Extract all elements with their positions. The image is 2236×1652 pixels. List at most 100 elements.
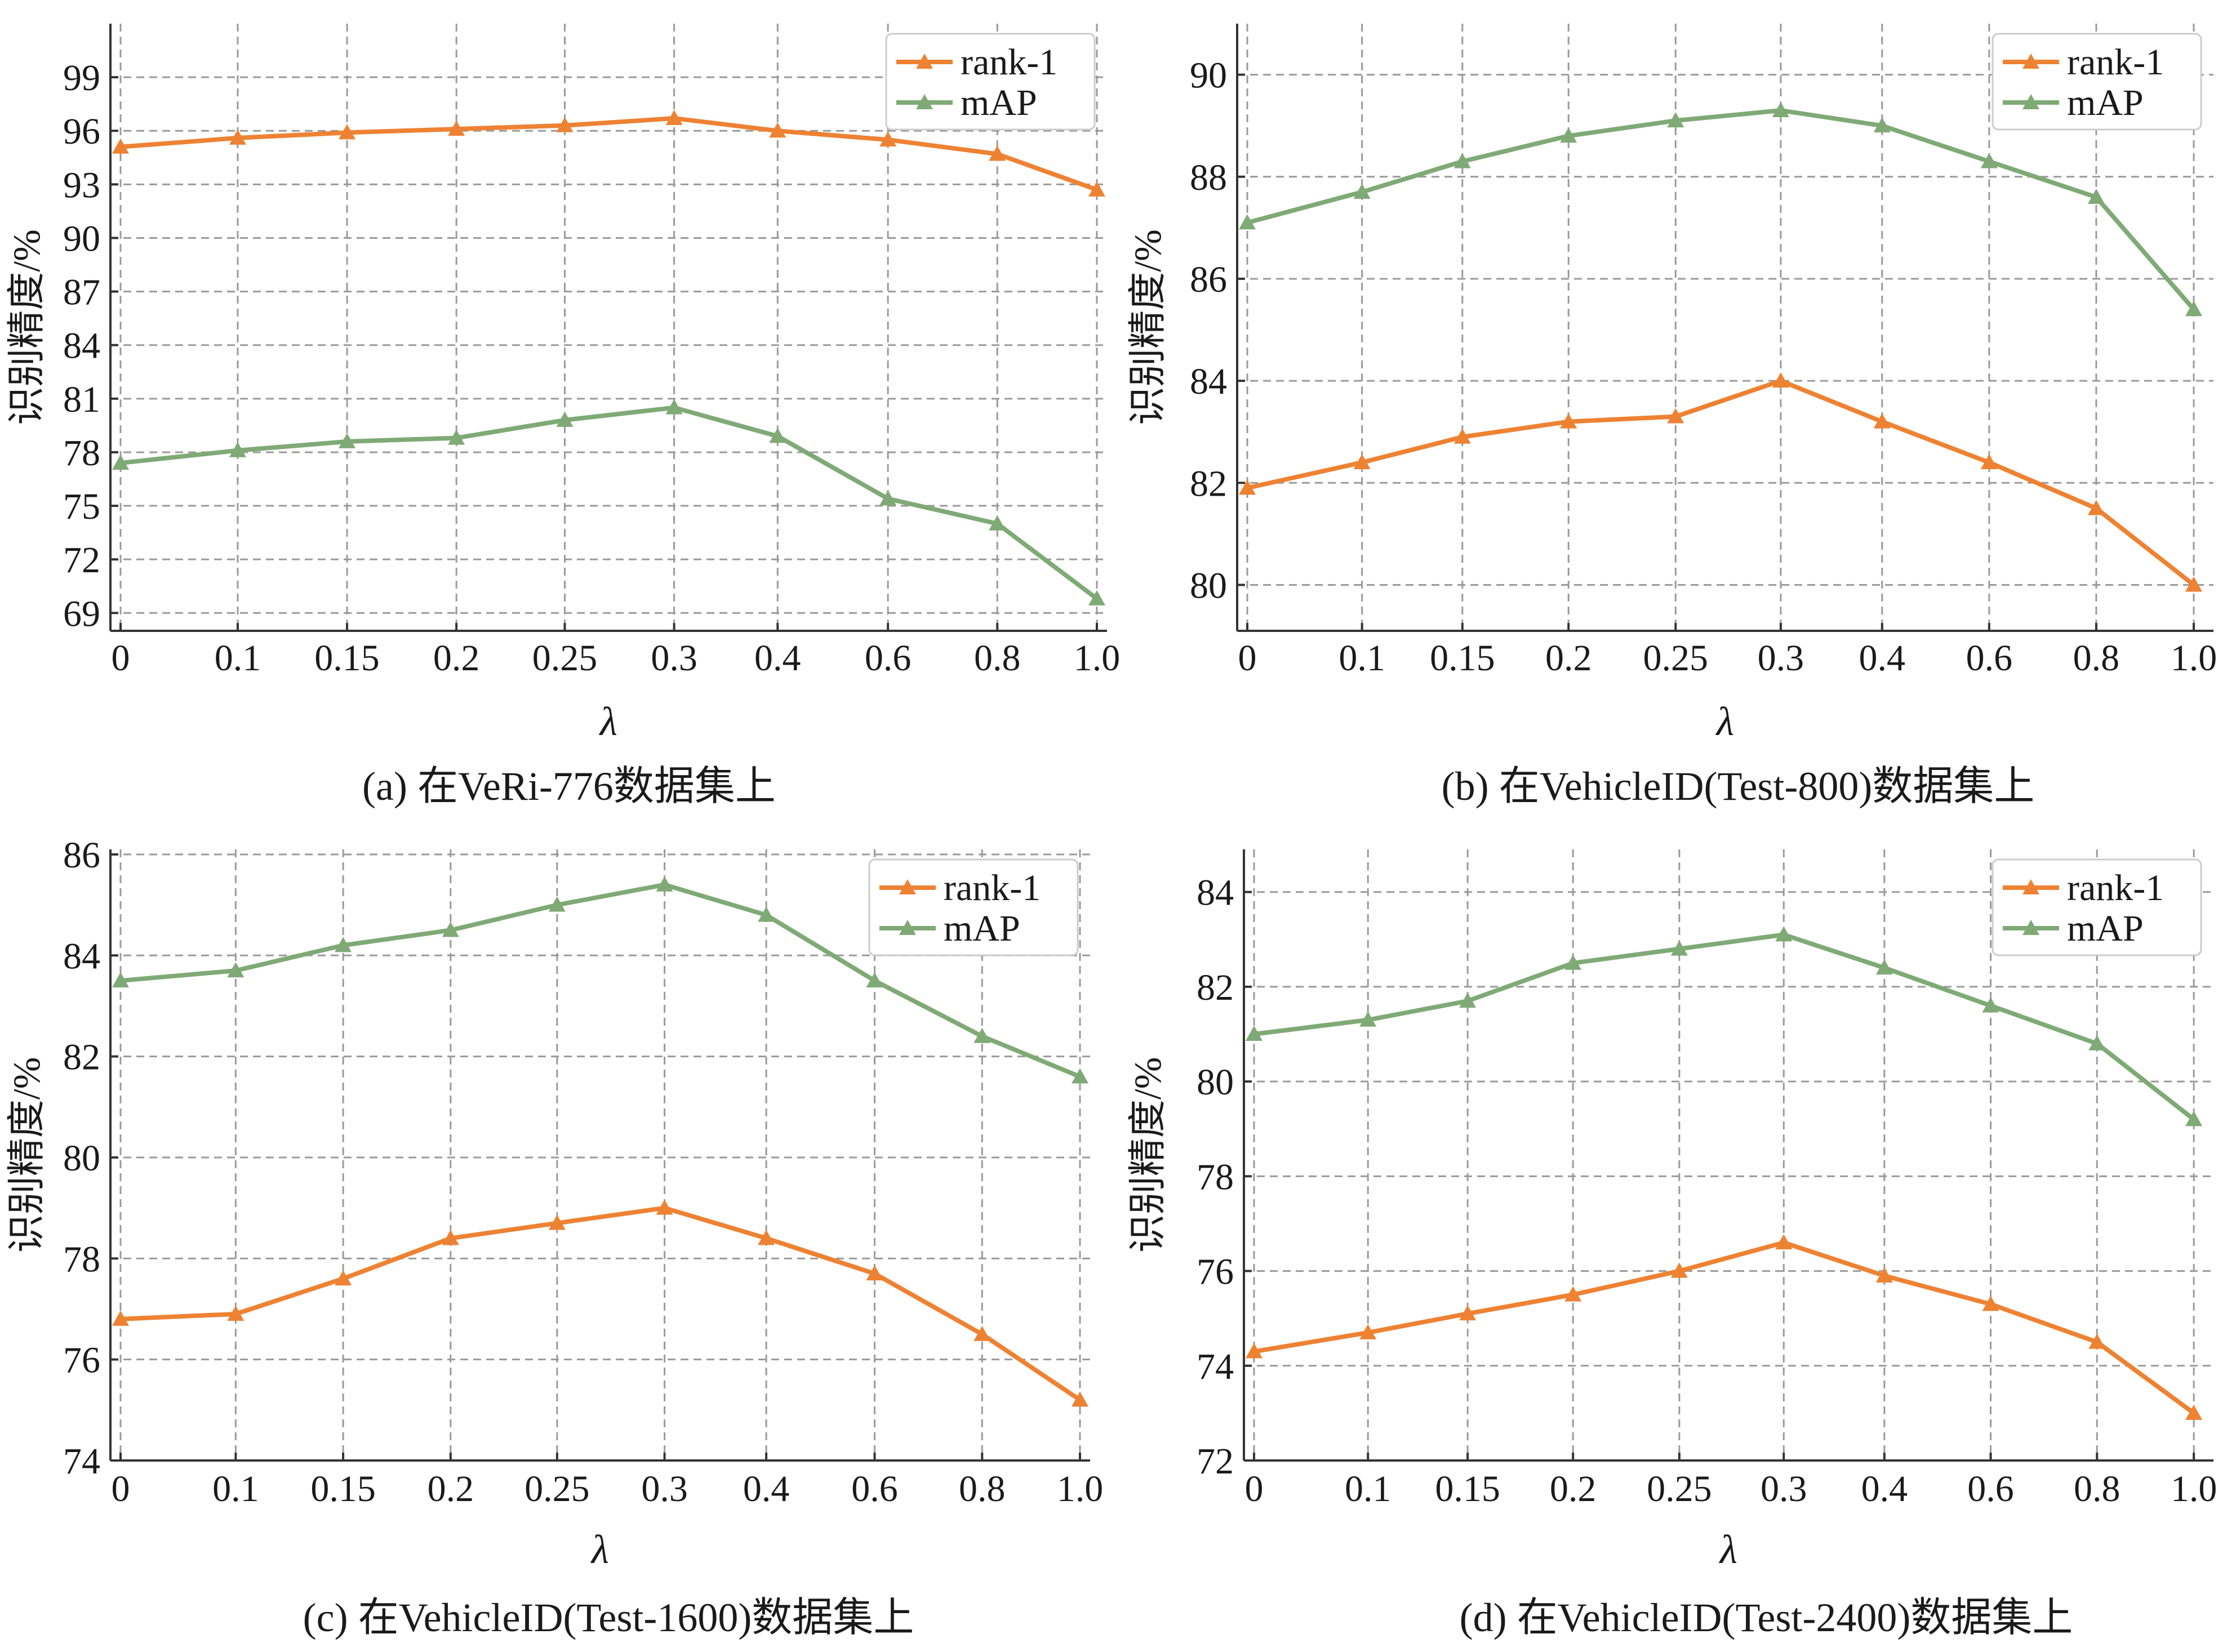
data-point-mAP [1980,153,1998,168]
x-tick-label: 0.3 [651,638,697,679]
data-point-rank-1 [2185,1404,2203,1420]
data-point-mAP [1072,1068,1088,1084]
series-line-mAP [1253,932,2195,1121]
data-point-rank-1 [879,131,897,147]
y-axis-title: 识别精度/% [5,1057,48,1253]
legend-label-rank-1: rank-1 [2067,867,2164,909]
series-line-mAP [120,405,1099,601]
x-axis-title: λ [599,699,617,744]
x-tick-label: 0.25 [532,638,598,679]
data-point-rank-1 [665,110,683,126]
data-point-mAP [2185,1111,2203,1126]
x-tick-label: 0.25 [524,1468,590,1509]
legend-box [1991,33,2202,131]
chart-panel-c: 74 76 78 80 82 84 86 0 0.1 0.15 0.2 0.25 0.3 0.4 0.6 0.… [5,835,1103,1640]
data-point-mAP [2088,1035,2106,1050]
data-point-mAP [1772,102,1789,117]
data-point-mAP [1453,153,1471,168]
data-point-rank-1 [973,1325,991,1341]
data-point-rank-1 [989,145,1006,161]
data-point-mAP [973,1027,991,1043]
data-point-rank-1 [227,1305,245,1321]
x-axis-title: λ [590,1527,609,1572]
data-point-rank-1 [112,138,129,154]
data-point-rank-1 [1459,1305,1477,1321]
x-axis-title: λ [1719,1527,1737,1572]
y-tick-label: 74 [63,1441,100,1482]
y-tick-label: 82 [1190,463,1227,504]
y-axis-title: 识别精度/% [5,229,48,425]
data-point-rank-1 [1564,1286,1582,1302]
y-tick-label: 84 [63,936,100,977]
y-tick-label: 93 [63,164,100,206]
data-point-rank-1 [448,121,465,136]
y-axis-title: 识别精度/% [1126,229,1169,425]
data-point-rank-1 [2185,576,2203,592]
series-line-rank-1 [1247,379,2195,587]
legend-label-mAP: mAP [961,82,1037,123]
y-tick-label: 86 [63,835,100,876]
x-tick-label: 0.2 [433,638,480,679]
data-point-mAP [989,515,1006,531]
data-point-rank-1 [2088,1333,2106,1349]
x-tick-label: 0.4 [743,1468,790,1509]
data-point-mAP [866,972,883,988]
data-point-mAP [879,490,897,506]
data-point-rank-1 [335,1270,352,1286]
data-point-mAP [1670,940,1688,956]
chart-panel-a: 69 72 75 78 81 84 87 90 93 96 99 0 0.1 0.15 0.2 0.25 0.3… [5,24,1120,809]
series-line-mAP [120,882,1081,1079]
series-line-rank-1 [1253,1240,2195,1415]
x-tick-label: 0.4 [754,638,801,679]
data-point-mAP [112,454,129,470]
series-line-rank-1 [120,1205,1082,1402]
panel-caption: (b) 在VehicleID(Test-800)数据集上 [1442,764,2035,809]
y-axis-title: 识别精度/% [1126,1057,1169,1253]
legend-marker-mAP [899,920,916,935]
x-tick-label: 0.1 [1345,1468,1392,1509]
y-tick-label: 88 [1190,157,1227,198]
data-point-mAP [1088,590,1105,605]
data-point-rank-1 [442,1230,459,1245]
legend-marker-mAP [2022,94,2039,109]
series-line-mAP [1246,108,2196,311]
data-point-mAP [1353,183,1371,199]
data-point-rank-1 [112,1310,129,1326]
x-tick-label: 0.25 [1643,638,1709,679]
y-tick-label: 69 [63,593,100,634]
panel-caption: (c) 在VehicleID(Test-1600)数据集上 [303,1595,914,1640]
data-point-rank-1 [1772,372,1789,388]
data-point-mAP [556,411,574,427]
data-point-mAP [758,906,775,922]
data-point-mAP [548,896,566,912]
x-axis-title: λ [1715,699,1734,744]
data-point-rank-1 [866,1265,883,1281]
y-tick-label: 78 [63,433,100,474]
x-tick-label: 1.0 [2171,1468,2217,1509]
data-point-mAP [1459,992,1477,1008]
legend-marker-mAP [2022,920,2039,935]
x-tick-label: 0.3 [641,1468,688,1509]
data-point-mAP [1560,127,1577,143]
y-tick-label: 82 [1197,967,1234,1008]
data-point-rank-1 [1359,1324,1377,1339]
legend-label-rank-1: rank-1 [2067,42,2164,83]
chart-panel-b: 80 82 84 86 88 90 0 0.1 0.15 0.2 0.25 0.3 0.4 0.6 0.8 1… [1126,24,2217,809]
x-tick-label: 0.8 [2073,638,2120,679]
x-tick-label: 0.15 [1430,638,1495,679]
data-point-mAP [665,399,683,415]
data-point-rank-1 [1670,1262,1688,1278]
data-point-mAP [1982,997,1999,1013]
y-tick-label: 84 [1197,872,1234,914]
data-point-mAP [1239,214,1256,230]
y-tick-label: 99 [63,57,100,99]
x-tick-label: 0 [1238,638,1257,679]
y-tick-label: 72 [1197,1441,1234,1482]
y-tick-label: 96 [63,111,100,152]
y-tick-label: 90 [63,218,100,259]
y-tick-label: 87 [63,272,100,313]
data-point-rank-1 [1088,181,1105,197]
data-point-rank-1 [1072,1391,1088,1407]
data-point-rank-1 [1353,454,1371,470]
data-point-rank-1 [1667,408,1684,424]
